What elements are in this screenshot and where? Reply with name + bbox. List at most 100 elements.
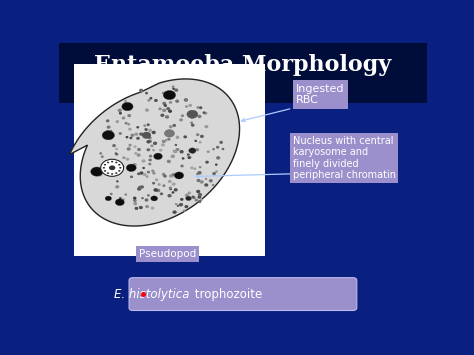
- Circle shape: [154, 142, 156, 144]
- Circle shape: [175, 144, 176, 146]
- Circle shape: [200, 107, 201, 109]
- Circle shape: [216, 164, 217, 165]
- Circle shape: [119, 198, 121, 199]
- Circle shape: [163, 141, 164, 142]
- Circle shape: [139, 207, 142, 208]
- Circle shape: [199, 142, 201, 143]
- Circle shape: [186, 196, 191, 201]
- Circle shape: [171, 155, 174, 157]
- Circle shape: [146, 176, 148, 177]
- Circle shape: [170, 126, 172, 127]
- Circle shape: [176, 149, 178, 150]
- Circle shape: [181, 198, 183, 200]
- Circle shape: [172, 192, 174, 193]
- Circle shape: [115, 199, 124, 206]
- Circle shape: [144, 174, 146, 175]
- Circle shape: [169, 187, 171, 189]
- Circle shape: [111, 173, 113, 175]
- Circle shape: [191, 124, 194, 126]
- Circle shape: [168, 138, 170, 140]
- Circle shape: [161, 114, 164, 116]
- Circle shape: [173, 125, 175, 126]
- Circle shape: [113, 145, 115, 147]
- Circle shape: [131, 176, 132, 178]
- Circle shape: [173, 88, 174, 89]
- Circle shape: [91, 167, 103, 176]
- Circle shape: [189, 157, 190, 158]
- Circle shape: [197, 107, 199, 108]
- Circle shape: [192, 152, 194, 153]
- Circle shape: [142, 160, 145, 162]
- Circle shape: [173, 211, 176, 213]
- Circle shape: [116, 154, 118, 155]
- Circle shape: [137, 137, 139, 139]
- Circle shape: [135, 133, 137, 135]
- Circle shape: [131, 134, 134, 136]
- Circle shape: [151, 196, 158, 201]
- Circle shape: [173, 150, 175, 151]
- Circle shape: [113, 170, 115, 172]
- Circle shape: [175, 89, 178, 91]
- Circle shape: [138, 173, 140, 175]
- Circle shape: [167, 108, 169, 110]
- Circle shape: [197, 180, 200, 181]
- Circle shape: [118, 109, 121, 111]
- Circle shape: [153, 149, 154, 151]
- Circle shape: [200, 166, 201, 168]
- Circle shape: [164, 105, 166, 106]
- Circle shape: [100, 159, 124, 176]
- Circle shape: [134, 146, 136, 147]
- Circle shape: [151, 145, 153, 147]
- FancyBboxPatch shape: [129, 278, 357, 311]
- Circle shape: [146, 199, 148, 201]
- Circle shape: [147, 141, 150, 143]
- Circle shape: [107, 120, 109, 122]
- Circle shape: [122, 166, 124, 167]
- Circle shape: [163, 91, 176, 100]
- Circle shape: [197, 191, 200, 192]
- Text: Ingested
RBC: Ingested RBC: [296, 84, 345, 105]
- Circle shape: [140, 172, 143, 174]
- Circle shape: [125, 194, 127, 195]
- Circle shape: [182, 115, 183, 116]
- Circle shape: [191, 116, 193, 118]
- Circle shape: [205, 184, 208, 186]
- Circle shape: [122, 102, 133, 111]
- Circle shape: [146, 109, 148, 111]
- Circle shape: [201, 136, 203, 137]
- Circle shape: [149, 141, 151, 142]
- Circle shape: [168, 195, 171, 197]
- Circle shape: [180, 119, 182, 121]
- Circle shape: [205, 126, 208, 127]
- Circle shape: [195, 140, 196, 141]
- Text: Nucleus with central
karyosome and
finely divided
peripheral chromatin: Nucleus with central karyosome and finel…: [292, 136, 395, 180]
- Circle shape: [126, 137, 128, 138]
- Circle shape: [201, 181, 203, 183]
- Circle shape: [163, 174, 165, 175]
- Circle shape: [148, 195, 149, 196]
- Circle shape: [191, 122, 192, 123]
- Circle shape: [163, 185, 165, 186]
- Circle shape: [163, 103, 165, 104]
- Circle shape: [163, 92, 164, 94]
- Circle shape: [123, 199, 124, 200]
- Circle shape: [181, 165, 183, 167]
- Circle shape: [149, 159, 151, 161]
- Circle shape: [119, 133, 121, 134]
- Circle shape: [199, 193, 201, 196]
- Circle shape: [118, 164, 120, 165]
- Circle shape: [149, 129, 151, 131]
- Circle shape: [216, 171, 217, 172]
- Circle shape: [165, 140, 167, 141]
- Circle shape: [150, 98, 152, 99]
- Text: Pseudopod: Pseudopod: [139, 249, 196, 259]
- Circle shape: [119, 113, 121, 114]
- Circle shape: [185, 206, 188, 208]
- Circle shape: [191, 167, 193, 169]
- Circle shape: [128, 105, 129, 106]
- Circle shape: [174, 151, 177, 153]
- Circle shape: [141, 186, 143, 188]
- Circle shape: [210, 180, 212, 182]
- Circle shape: [151, 207, 154, 209]
- Circle shape: [137, 127, 138, 128]
